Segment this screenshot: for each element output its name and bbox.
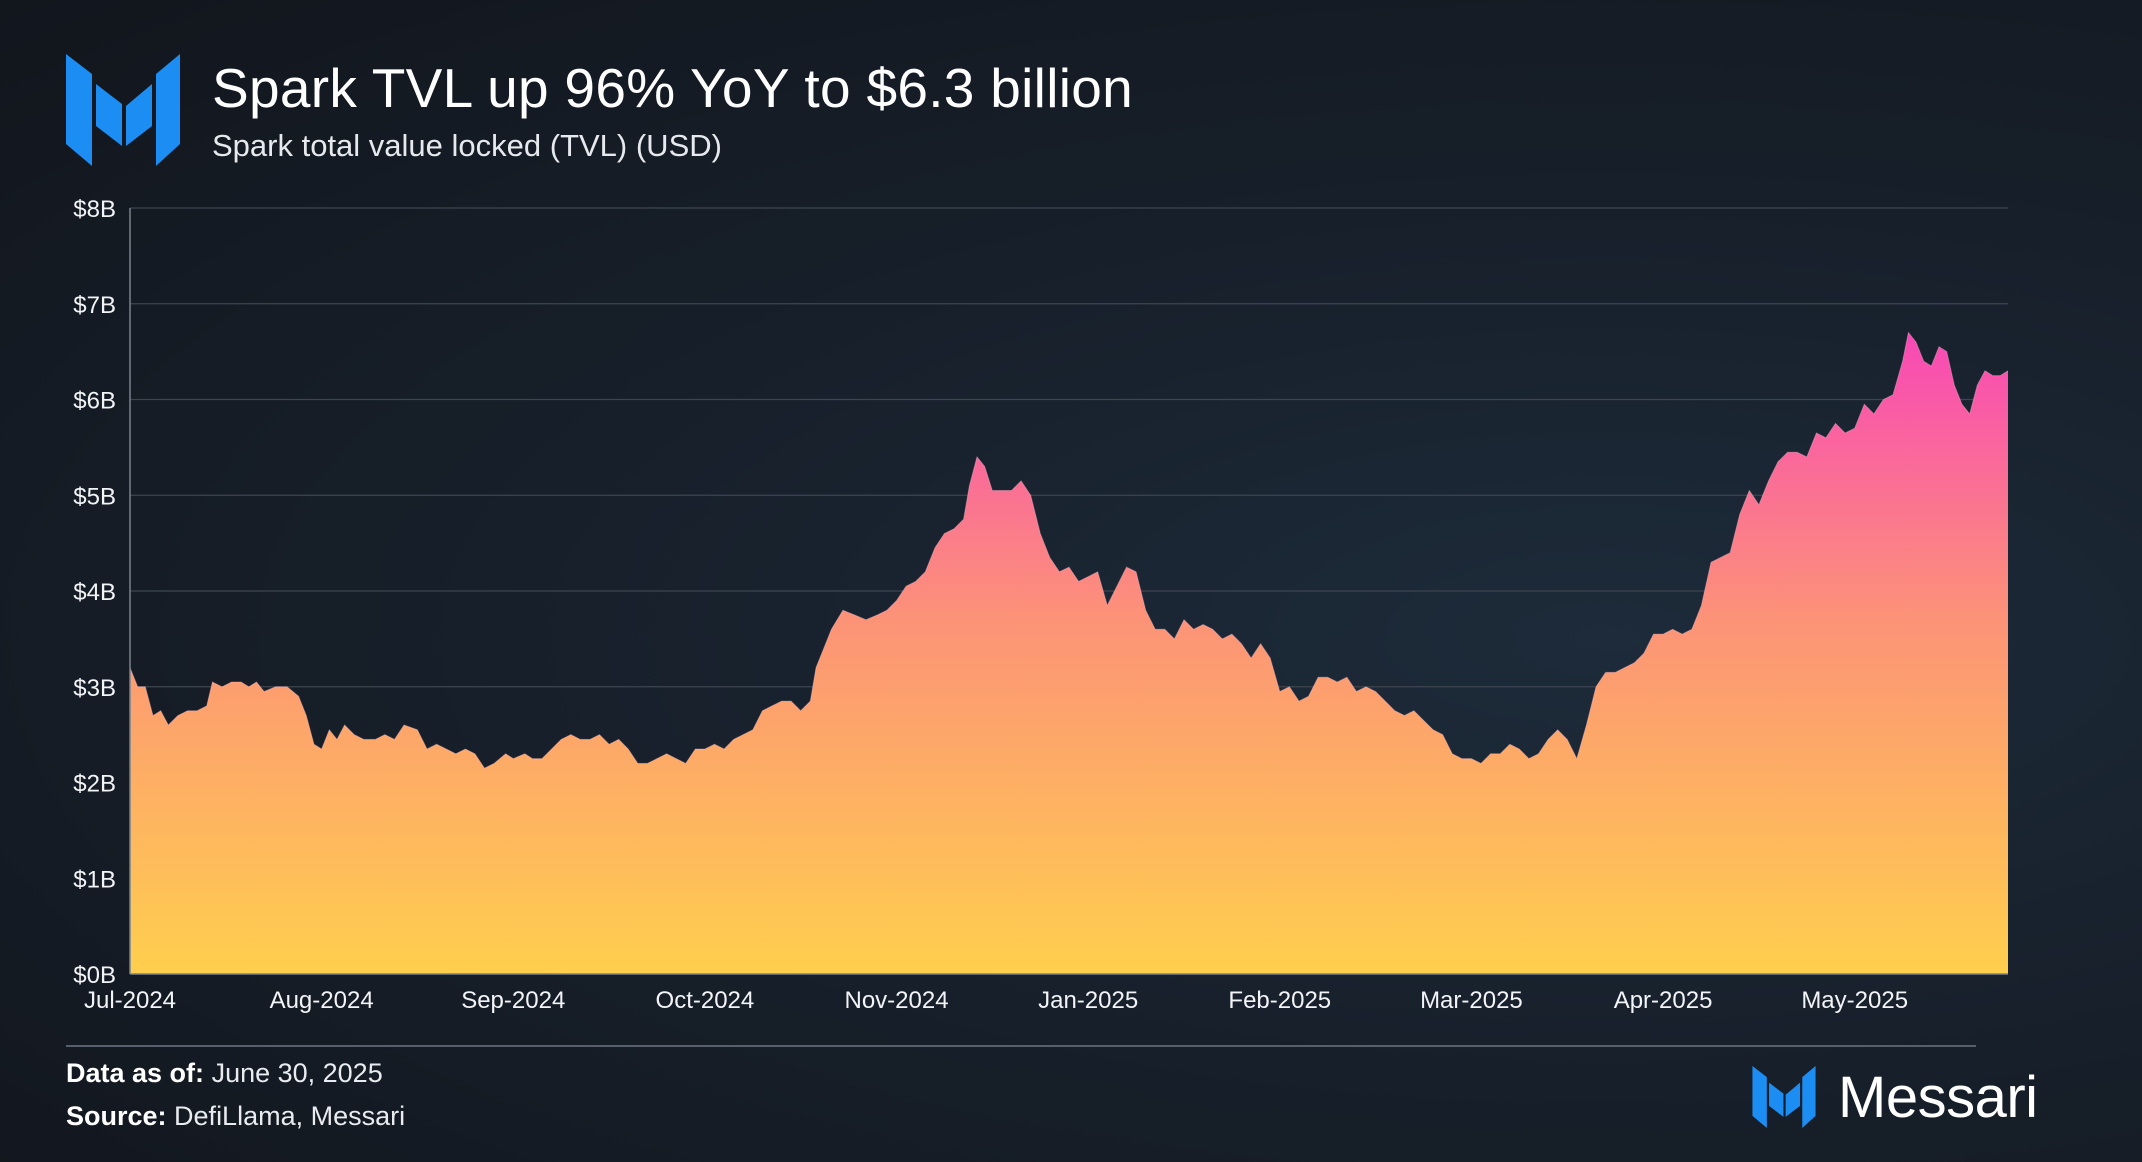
x-tick-label: Feb-2025	[1228, 987, 1331, 1014]
y-tick-label: $3B	[73, 675, 116, 702]
data-as-of-label: Data as of:	[66, 1058, 205, 1088]
x-tick-label: Jan-2025	[1038, 987, 1138, 1014]
x-tick-label: Aug-2024	[270, 987, 374, 1014]
area-series	[129, 331, 2009, 974]
messari-wordmark: Messari	[1838, 1064, 2038, 1130]
messari-logo-icon	[66, 54, 180, 166]
y-tick-label: $1B	[73, 866, 116, 893]
tvl-line	[129, 331, 2009, 769]
x-tick-label: Oct-2024	[656, 987, 755, 1014]
messari-brand: Messari	[1752, 1062, 2038, 1132]
chart-title: Spark TVL up 96% YoY to $6.3 billion	[212, 57, 1134, 119]
x-tick-label: Nov-2024	[844, 987, 948, 1014]
source-value: DefiLlama, Messari	[174, 1101, 406, 1131]
chart-subtitle: Spark total value locked (TVL) (USD)	[212, 128, 722, 163]
tvl-area	[130, 332, 2008, 974]
y-tick-label: $0B	[73, 962, 116, 989]
x-tick-label: May-2025	[1801, 987, 1908, 1014]
messari-brand-icon	[1752, 1066, 1816, 1128]
y-tick-label: $7B	[73, 292, 116, 319]
axes: $0B $1B $2B $3B $4B $5B $6B $7B $8B Jul-2024 Aug-2…	[73, 196, 2008, 1014]
source-label: Source:	[66, 1101, 167, 1131]
y-tick-label: $6B	[73, 388, 116, 415]
x-tick-label: Jul-2024	[84, 987, 176, 1014]
x-tick-label: Apr-2025	[1614, 987, 1713, 1014]
data-as-of: Data as of: June 30, 2025	[66, 1058, 383, 1089]
y-tick-label: $4B	[73, 579, 116, 606]
y-tick-label: $2B	[73, 771, 116, 798]
source: Source: DefiLlama, Messari	[66, 1101, 405, 1132]
y-tick-label: $5B	[73, 483, 116, 510]
x-tick-label: Mar-2025	[1420, 987, 1523, 1014]
data-as-of-value: June 30, 2025	[211, 1058, 383, 1088]
footer-divider	[66, 1045, 1976, 1047]
tvl-area-chart: $0B $1B $2B $3B $4B $5B $6B $7B $8B Jul-2024 Aug-2…	[73, 196, 2009, 1014]
y-tick-label: $8B	[73, 196, 116, 223]
x-tick-label: Sep-2024	[461, 987, 565, 1014]
